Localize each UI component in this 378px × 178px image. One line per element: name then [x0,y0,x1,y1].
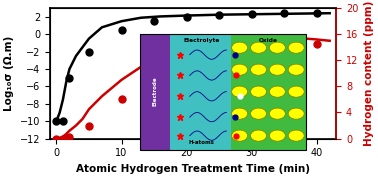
X-axis label: Atomic Hydrogen Treatment Time (min): Atomic Hydrogen Treatment Time (min) [76,164,310,174]
Circle shape [232,130,248,141]
Circle shape [270,86,285,97]
Circle shape [232,64,248,75]
Circle shape [288,130,304,141]
Circle shape [288,42,304,53]
Bar [231,34,306,150]
Text: Electrode: Electrode [152,77,157,106]
Circle shape [251,108,266,119]
Circle shape [270,64,285,75]
Circle shape [270,108,285,119]
Y-axis label: Log₁₀σ (Ω.m): Log₁₀σ (Ω.m) [4,36,14,111]
Circle shape [288,86,304,97]
Circle shape [232,86,248,97]
Bar [170,34,231,150]
Circle shape [232,108,248,119]
Circle shape [251,130,266,141]
Circle shape [270,130,285,141]
Y-axis label: Hydrogen content (ppm): Hydrogen content (ppm) [364,1,374,146]
Circle shape [288,108,304,119]
Text: H-atoms: H-atoms [189,140,214,145]
Circle shape [270,42,285,53]
Circle shape [251,64,266,75]
Circle shape [251,86,266,97]
Text: Electrolyte: Electrolyte [183,38,220,43]
Circle shape [251,42,266,53]
Text: Oxide: Oxide [259,38,277,43]
Circle shape [288,64,304,75]
Bar [140,34,170,150]
Circle shape [232,42,248,53]
